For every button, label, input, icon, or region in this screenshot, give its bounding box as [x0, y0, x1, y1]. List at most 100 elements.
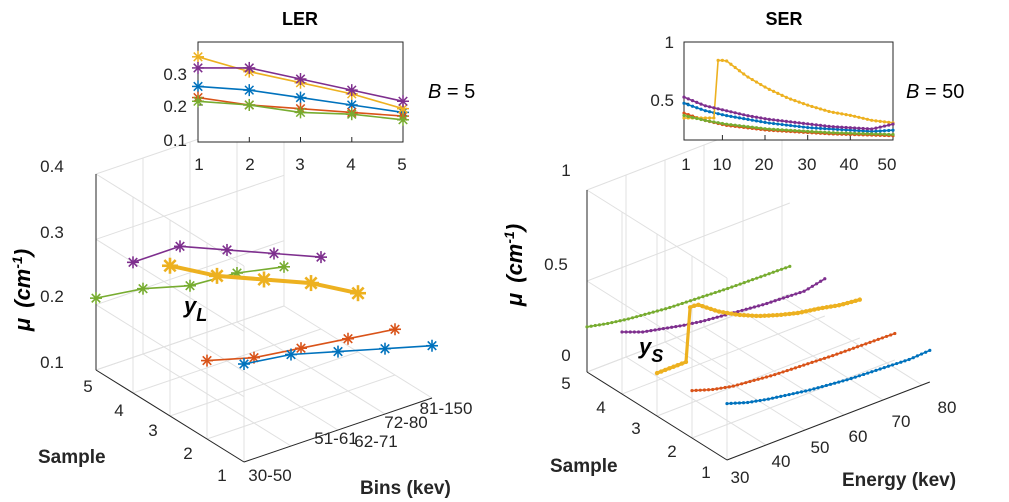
- data-point-marker: [742, 117, 746, 121]
- data-point-marker: [746, 114, 750, 118]
- data-point-marker: [878, 125, 882, 129]
- data-point-marker: [716, 309, 722, 314]
- data-point-marker: [810, 126, 814, 130]
- data-point-marker: [741, 401, 746, 405]
- data-point-marker: [243, 84, 256, 97]
- data-point-marker: [835, 111, 840, 115]
- data-point-marker: [651, 310, 655, 314]
- data-point-marker: [884, 334, 889, 339]
- data-point-marker: [766, 397, 770, 401]
- data-point-marker: [665, 326, 670, 330]
- data-point-marker: [742, 113, 746, 117]
- data-point-marker: [675, 362, 680, 368]
- sample-axis-line: [95, 369, 245, 463]
- data-point-marker: [701, 295, 705, 299]
- data-point-marker: [870, 118, 874, 122]
- data-point-marker: [806, 287, 810, 291]
- data-point-marker: [711, 316, 715, 320]
- data-point-marker: [874, 126, 878, 130]
- data-point-marker: [736, 309, 740, 314]
- energy-tick-label: 60: [849, 427, 868, 446]
- data-point-marker: [682, 111, 686, 115]
- data-point-marker: [789, 367, 793, 371]
- data-point-marker: [729, 62, 733, 66]
- data-point-marker: [882, 132, 887, 136]
- data-point-marker: [695, 106, 699, 110]
- data-point-marker: [716, 121, 720, 125]
- data-point-marker: [759, 126, 763, 130]
- grid-line: [691, 359, 895, 439]
- data-point-marker: [767, 127, 771, 131]
- energy-tick-label: 40: [772, 452, 791, 471]
- data-point-marker: [882, 120, 887, 124]
- marker-stroke: [244, 100, 255, 110]
- data-point-marker: [597, 323, 602, 327]
- ler-y-tick: 0.1: [163, 131, 187, 150]
- data-point-marker: [874, 132, 878, 136]
- data-point-marker: [780, 93, 784, 97]
- data-point-marker: [843, 349, 847, 353]
- data-point-marker: [857, 297, 862, 302]
- data-point-marker: [822, 356, 827, 360]
- data-point-marker: [278, 260, 290, 273]
- data-point-marker: [831, 125, 835, 129]
- z-tick-label: 1: [561, 161, 570, 180]
- bin-tick-label: 72-80: [384, 413, 427, 432]
- data-point-marker: [832, 303, 838, 309]
- data-point-marker: [793, 99, 797, 103]
- data-point-marker: [878, 132, 882, 136]
- data-point-marker: [713, 290, 717, 295]
- data-point-marker: [601, 322, 606, 326]
- data-point-marker: [745, 313, 751, 318]
- marker-stroke: [398, 103, 408, 114]
- data-point-marker: [831, 127, 835, 131]
- ser-3d-z-ticks: 1 0.5 0: [544, 161, 571, 365]
- data-point-marker: [750, 118, 754, 122]
- data-point-marker: [907, 357, 911, 362]
- data-point-marker: [853, 114, 857, 118]
- data-point-marker: [750, 125, 754, 129]
- data-point-marker: [740, 308, 744, 313]
- data-point-marker: [814, 282, 819, 286]
- data-point-marker: [807, 308, 813, 313]
- ser-3d-energy-ticks: 30 40 50 60 70 80: [731, 398, 957, 487]
- data-point-marker: [717, 289, 722, 293]
- data-point-marker: [895, 361, 899, 366]
- data-point-marker: [831, 353, 835, 358]
- data-point-marker: [769, 300, 773, 304]
- data-point-marker: [610, 320, 614, 325]
- marker-stroke: [210, 269, 224, 283]
- data-point-marker: [845, 300, 850, 306]
- data-point-marker: [703, 104, 707, 108]
- data-point-marker: [350, 285, 366, 302]
- data-point-marker: [758, 313, 763, 319]
- marker-stroke: [380, 343, 390, 354]
- data-point-marker: [849, 376, 853, 381]
- data-point-marker: [799, 310, 805, 315]
- data-point-marker: [690, 99, 695, 103]
- ler-3d-series: [90, 240, 438, 370]
- data-point-marker: [708, 306, 714, 312]
- data-point-marker: [812, 387, 816, 391]
- data-point-marker: [690, 115, 695, 120]
- sample-axis-line: [586, 371, 728, 461]
- sample-tick-label: 3: [631, 419, 640, 438]
- data-point-marker: [791, 392, 795, 396]
- z-tick-label: 0.1: [40, 353, 64, 372]
- data-point-marker: [827, 130, 831, 135]
- marker-stroke: [91, 293, 101, 303]
- data-point-marker: [797, 100, 801, 104]
- data-point-marker: [759, 275, 763, 279]
- data-point-marker: [694, 320, 699, 325]
- data-point-marker: [855, 345, 860, 349]
- data-point-marker: [776, 122, 780, 126]
- data-point-marker: [201, 354, 213, 367]
- data-point-marker: [765, 301, 769, 306]
- data-point-marker: [870, 127, 874, 131]
- data-point-marker: [770, 313, 776, 318]
- data-point-marker: [861, 372, 866, 377]
- data-point-marker: [793, 120, 797, 124]
- data-point-marker: [700, 303, 705, 309]
- data-point-marker: [645, 329, 649, 333]
- data-point-marker: [657, 327, 661, 331]
